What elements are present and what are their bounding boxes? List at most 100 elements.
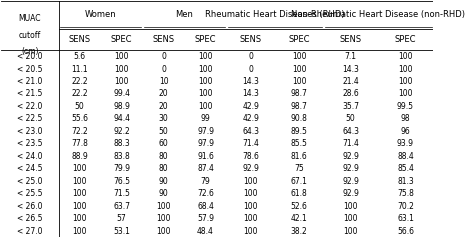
Text: < 20.5: < 20.5: [17, 64, 43, 74]
Text: 100: 100: [73, 177, 87, 186]
Text: 85.5: 85.5: [291, 139, 308, 148]
Text: 94.4: 94.4: [113, 114, 130, 124]
Text: 56.6: 56.6: [397, 227, 414, 236]
Text: 100: 100: [198, 77, 213, 86]
Text: < 25.0: < 25.0: [17, 177, 43, 186]
Text: 93.9: 93.9: [397, 139, 414, 148]
Text: < 23.5: < 23.5: [17, 139, 43, 148]
Text: 67.1: 67.1: [291, 177, 308, 186]
Text: 11.1: 11.1: [72, 64, 88, 74]
Text: 100: 100: [156, 214, 171, 223]
Text: < 20.0: < 20.0: [17, 52, 43, 61]
Text: 63.1: 63.1: [397, 214, 414, 223]
Text: 88.4: 88.4: [397, 152, 414, 161]
Text: 75.8: 75.8: [397, 189, 414, 198]
Text: 0: 0: [161, 52, 166, 61]
Text: SPEC: SPEC: [288, 35, 310, 44]
Text: 71.4: 71.4: [342, 139, 359, 148]
Text: 100: 100: [73, 202, 87, 211]
Text: 64.3: 64.3: [342, 127, 359, 136]
Text: 70.2: 70.2: [397, 202, 414, 211]
Text: < 26.5: < 26.5: [17, 214, 43, 223]
Text: 100: 100: [292, 64, 306, 74]
Text: 5.6: 5.6: [73, 52, 86, 61]
Text: 98.7: 98.7: [291, 102, 308, 111]
Text: 30: 30: [159, 114, 168, 124]
Text: 100: 100: [114, 52, 129, 61]
Text: 100: 100: [73, 189, 87, 198]
Text: 20: 20: [159, 102, 168, 111]
Text: 92.2: 92.2: [113, 127, 130, 136]
Text: 35.7: 35.7: [342, 102, 359, 111]
Text: 76.5: 76.5: [113, 177, 130, 186]
Text: 100: 100: [198, 64, 213, 74]
Text: < 27.0: < 27.0: [17, 227, 43, 236]
Text: 42.9: 42.9: [242, 114, 259, 124]
Text: 92.9: 92.9: [342, 189, 359, 198]
Text: 48.4: 48.4: [197, 227, 214, 236]
Text: 0: 0: [161, 64, 166, 74]
Text: < 23.0: < 23.0: [17, 127, 43, 136]
Text: 100: 100: [398, 64, 413, 74]
Text: 21.4: 21.4: [342, 77, 359, 86]
Text: 99: 99: [201, 114, 210, 124]
Text: < 21.0: < 21.0: [17, 77, 42, 86]
Text: 98.7: 98.7: [291, 89, 308, 99]
Text: 79: 79: [201, 177, 210, 186]
Text: 100: 100: [73, 214, 87, 223]
Text: < 24.5: < 24.5: [17, 164, 43, 173]
Text: 100: 100: [198, 52, 213, 61]
Text: SPEC: SPEC: [111, 35, 132, 44]
Text: SENS: SENS: [240, 35, 262, 44]
Text: 60: 60: [159, 139, 168, 148]
Text: 28.6: 28.6: [342, 89, 359, 99]
Text: 92.9: 92.9: [342, 177, 359, 186]
Text: 83.8: 83.8: [113, 152, 130, 161]
Text: 14.3: 14.3: [242, 77, 259, 86]
Text: 38.2: 38.2: [291, 227, 308, 236]
Text: 97.9: 97.9: [197, 127, 214, 136]
Text: 64.3: 64.3: [242, 127, 259, 136]
Text: Rheumatic Heart Diseases (RHD): Rheumatic Heart Diseases (RHD): [205, 10, 345, 19]
Text: 92.9: 92.9: [342, 152, 359, 161]
Text: 100: 100: [292, 77, 306, 86]
Text: 71.4: 71.4: [242, 139, 259, 148]
Text: 90.8: 90.8: [291, 114, 308, 124]
Text: 100: 100: [398, 52, 413, 61]
Text: 22.2: 22.2: [72, 89, 88, 99]
Text: 71.5: 71.5: [113, 189, 130, 198]
Text: 50: 50: [346, 114, 356, 124]
Text: 100: 100: [343, 227, 358, 236]
Text: 52.6: 52.6: [291, 202, 308, 211]
Text: 100: 100: [73, 227, 87, 236]
Text: 100: 100: [156, 227, 171, 236]
Text: 100: 100: [244, 189, 258, 198]
Text: 99.5: 99.5: [397, 102, 414, 111]
Text: 100: 100: [398, 89, 413, 99]
Text: 88.9: 88.9: [72, 152, 88, 161]
Text: 100: 100: [292, 52, 306, 61]
Text: 100: 100: [73, 164, 87, 173]
Text: 100: 100: [343, 214, 358, 223]
Text: 92.9: 92.9: [242, 164, 259, 173]
Text: 80: 80: [159, 164, 168, 173]
Text: < 21.5: < 21.5: [17, 89, 42, 99]
Text: 98: 98: [401, 114, 410, 124]
Text: 100: 100: [343, 202, 358, 211]
Text: 99.4: 99.4: [113, 89, 130, 99]
Text: 79.9: 79.9: [113, 164, 130, 173]
Text: 81.6: 81.6: [291, 152, 308, 161]
Text: < 22.0: < 22.0: [17, 102, 42, 111]
Text: < 22.5: < 22.5: [17, 114, 42, 124]
Text: 81.3: 81.3: [397, 177, 414, 186]
Text: 96: 96: [401, 127, 410, 136]
Text: 100: 100: [114, 64, 129, 74]
Text: 50: 50: [75, 102, 84, 111]
Text: 14.3: 14.3: [242, 89, 259, 99]
Text: 87.4: 87.4: [197, 164, 214, 173]
Text: 80: 80: [159, 152, 168, 161]
Text: 100: 100: [198, 102, 213, 111]
Text: SENS: SENS: [339, 35, 362, 44]
Text: 57.9: 57.9: [197, 214, 214, 223]
Text: 98.9: 98.9: [113, 102, 130, 111]
